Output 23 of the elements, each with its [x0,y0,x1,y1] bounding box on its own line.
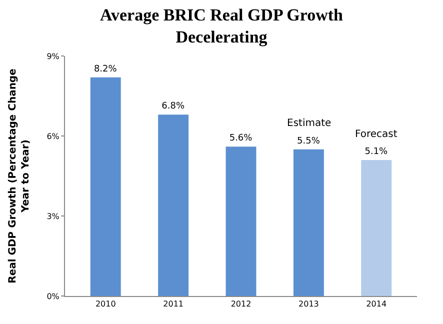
x-tick-label: 2012 [230,300,252,309]
data-label: 6.8% [162,102,185,112]
data-label: 5.1% [364,147,388,157]
y-tick-label: 9% [46,52,60,61]
x-tick-label: 2010 [95,300,116,309]
y-tick-label: 3% [46,212,60,221]
bar [158,114,189,296]
x-tick-label: 2013 [298,300,319,309]
x-tick-label: 2014 [366,300,387,309]
data-label: 8.2% [94,64,118,74]
annotation: Forecast [355,129,398,140]
bar [226,146,256,296]
bar [361,160,392,296]
y-tick-label: 0% [46,292,60,301]
chart-title: Average BRIC Real GDP Growth Decelerating [100,5,344,46]
annotation: Estimate [287,118,332,129]
bar [293,149,324,296]
data-label: 5.5% [297,136,320,146]
bar [90,77,121,296]
x-tick-label: 2011 [163,300,184,309]
y-axis-title: Real GDP Growth (Percentage Change Year to Year) [8,68,32,284]
data-label: 5.6% [229,134,253,144]
y-tick-label: 6% [46,132,60,141]
